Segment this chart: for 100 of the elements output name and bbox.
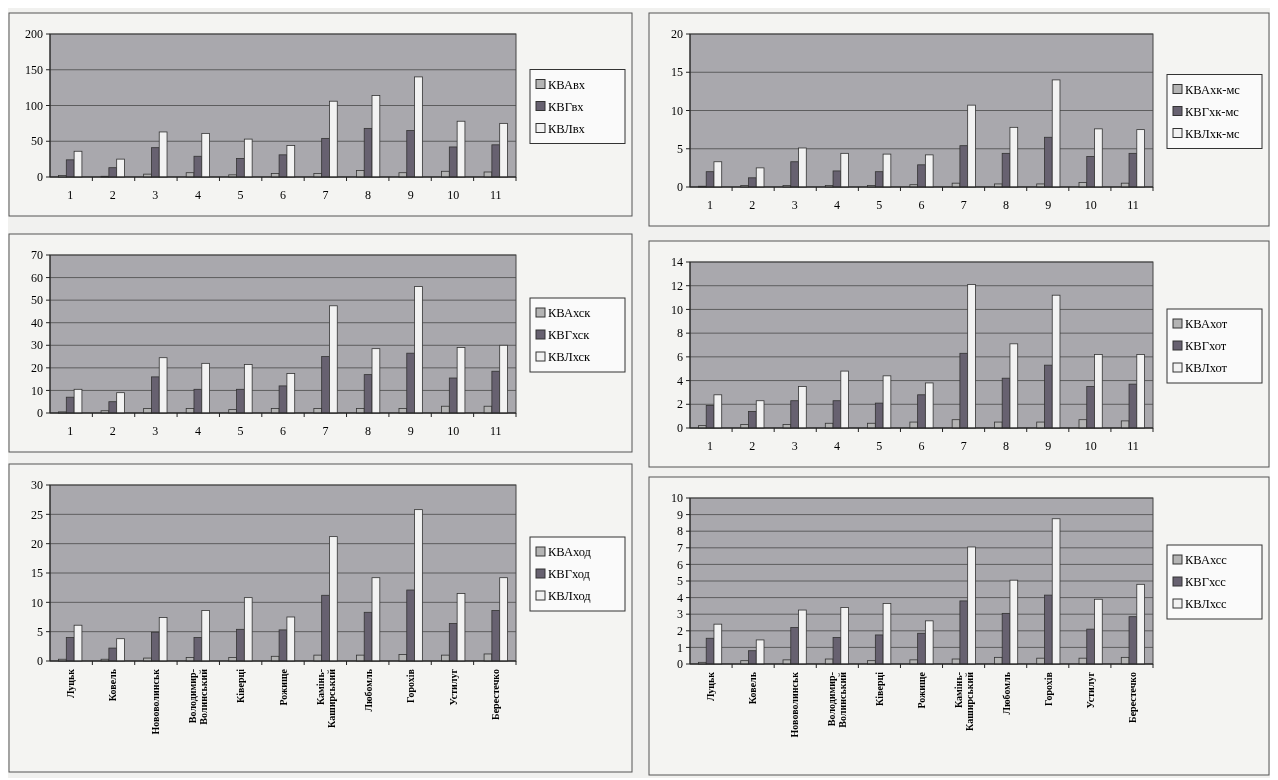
x-tick-label: 7 bbox=[960, 439, 967, 453]
y-tick-label: 0 bbox=[677, 180, 683, 195]
legend-label: КВЛвх bbox=[548, 121, 586, 136]
legend-label: КВЛхк-мс bbox=[1185, 126, 1241, 141]
x-tick-label: 6 bbox=[918, 198, 925, 212]
x-tick-label: 7 bbox=[322, 424, 329, 438]
y-tick-label: 10 bbox=[31, 383, 43, 398]
y-tick-label: 9 bbox=[677, 507, 683, 522]
x-tick-label: 4 bbox=[833, 439, 840, 453]
x-tick-label: 4 bbox=[194, 424, 201, 438]
y-tick-label: 3 bbox=[677, 607, 683, 622]
legend-label: КВАхк-мс bbox=[1185, 82, 1241, 97]
x-tick-label: 7 bbox=[322, 188, 329, 202]
x-tick-label: Рожище bbox=[277, 668, 289, 706]
x-tick-label: 8 bbox=[1003, 439, 1010, 453]
legend-label: КВАхсс bbox=[1185, 553, 1228, 567]
y-tick-label: 50 bbox=[31, 293, 43, 308]
x-tick-label: 9 bbox=[1045, 439, 1052, 453]
y-tick-label: 12 bbox=[671, 278, 683, 293]
legend-label: КВАхск bbox=[548, 306, 592, 320]
x-tick-label: 9 bbox=[407, 424, 414, 438]
x-tick-label: Нововолинськ bbox=[149, 668, 161, 735]
y-tick-label: 8 bbox=[677, 524, 683, 539]
x-tick-label: Устилуг bbox=[1085, 671, 1097, 709]
x-tick-label: 11 bbox=[1127, 439, 1139, 453]
x-tick-label: 1 bbox=[67, 424, 74, 438]
x-tick-label: 3 bbox=[791, 198, 798, 212]
y-tick-label: 5 bbox=[677, 574, 683, 589]
x-tick-label: 9 bbox=[407, 188, 414, 202]
y-tick-label: 10 bbox=[671, 491, 683, 506]
x-tick-label: Горохів bbox=[1042, 671, 1054, 706]
x-tick-label: Ковель bbox=[746, 671, 758, 705]
y-tick-label: 30 bbox=[31, 478, 43, 493]
x-tick-label: Ковель bbox=[107, 668, 119, 702]
y-tick-label: 0 bbox=[37, 170, 43, 185]
legend-label: КВГхсс bbox=[1185, 575, 1227, 589]
x-tick-label: 5 bbox=[876, 439, 883, 453]
x-tick-label: 11 bbox=[490, 424, 502, 438]
y-tick-label: 200 bbox=[25, 27, 43, 42]
x-tick-label: 10 bbox=[1084, 439, 1097, 453]
x-tick-label: 1 bbox=[707, 198, 714, 212]
y-tick-label: 60 bbox=[31, 270, 43, 285]
legend-label: КВАход bbox=[548, 545, 592, 559]
x-tick-label: 10 bbox=[447, 424, 460, 438]
legend-label: КВАхот bbox=[1185, 317, 1228, 331]
y-tick-label: 6 bbox=[677, 557, 683, 572]
y-tick-label: 0 bbox=[37, 654, 43, 669]
x-tick-label: 2 bbox=[109, 424, 116, 438]
x-tick-label: Луцьк bbox=[64, 668, 76, 699]
y-tick-label: 1 bbox=[677, 640, 683, 655]
y-tick-label: 10 bbox=[671, 302, 683, 317]
x-tick-label: 3 bbox=[152, 188, 159, 202]
x-tick-label: Любомль bbox=[362, 668, 374, 712]
x-tick-label: Ківерці bbox=[234, 668, 246, 703]
y-tick-label: 70 bbox=[31, 248, 43, 263]
y-tick-label: 30 bbox=[31, 338, 43, 353]
y-tick-label: 40 bbox=[31, 315, 43, 330]
legend-label: КВЛхсс bbox=[1185, 597, 1228, 611]
x-tick-label: 1 bbox=[707, 439, 714, 453]
x-tick-label: 2 bbox=[749, 198, 756, 212]
x-tick-label: 2 bbox=[749, 439, 756, 453]
y-tick-label: 20 bbox=[31, 536, 43, 551]
x-tick-label: 6 bbox=[918, 439, 925, 453]
x-tick-label: 11 bbox=[490, 188, 502, 202]
x-tick-label: 11 bbox=[1127, 198, 1139, 212]
y-tick-label: 50 bbox=[31, 134, 43, 149]
y-tick-label: 6 bbox=[677, 350, 683, 365]
x-tick-label: Володимир-Волинський bbox=[186, 668, 209, 725]
legend-label: КВЛход bbox=[548, 589, 592, 603]
y-tick-label: 10 bbox=[671, 103, 683, 118]
y-tick-label: 14 bbox=[671, 255, 683, 270]
y-tick-label: 7 bbox=[677, 541, 683, 555]
x-tick-label: 10 bbox=[447, 188, 460, 202]
y-tick-label: 15 bbox=[671, 65, 683, 80]
y-tick-label: 4 bbox=[677, 373, 683, 388]
x-tick-label: 3 bbox=[791, 439, 798, 453]
x-tick-label: Луцьк bbox=[704, 671, 716, 702]
x-tick-label: 9 bbox=[1045, 198, 1052, 212]
x-tick-label: 10 bbox=[1084, 198, 1097, 212]
y-tick-label: 15 bbox=[31, 566, 43, 581]
x-tick-label: Рожище bbox=[916, 671, 927, 709]
x-tick-label: 4 bbox=[194, 188, 201, 202]
x-tick-label: 5 bbox=[237, 424, 244, 438]
legend-label: КВГвх bbox=[548, 99, 585, 114]
x-tick-label: 7 bbox=[960, 198, 967, 212]
x-tick-label: Нововолинськ bbox=[789, 671, 801, 738]
x-tick-label: 2 bbox=[109, 188, 116, 202]
x-tick-label: Ківерці bbox=[873, 671, 885, 706]
x-tick-label: 8 bbox=[365, 424, 372, 438]
y-tick-label: 0 bbox=[677, 657, 683, 672]
legend-label: КВАвх bbox=[548, 77, 586, 92]
x-tick-label: 5 bbox=[237, 188, 244, 202]
x-tick-label: 5 bbox=[876, 198, 883, 212]
legend-label: КВЛхск bbox=[548, 350, 592, 364]
legend-label: КВГхск bbox=[548, 328, 591, 342]
y-tick-label: 5 bbox=[677, 141, 683, 156]
y-tick-label: 100 bbox=[25, 98, 43, 113]
x-tick-label: 8 bbox=[1003, 198, 1010, 212]
y-tick-label: 0 bbox=[37, 406, 43, 421]
x-tick-label: Берестечко bbox=[1127, 672, 1139, 723]
